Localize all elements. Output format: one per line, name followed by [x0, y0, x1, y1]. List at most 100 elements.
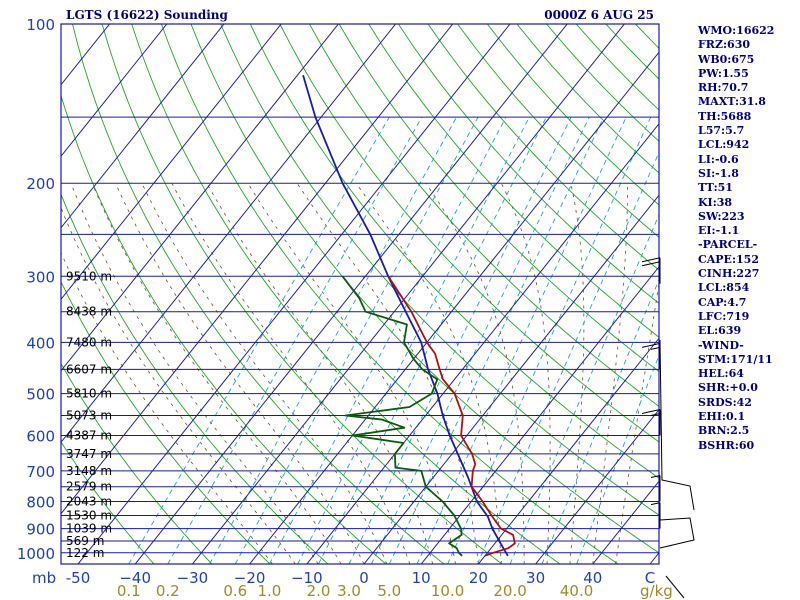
mixing-ratio-line [297, 116, 530, 564]
dry-adiabat [309, 24, 659, 407]
isotherm [61, 24, 168, 158]
height-label: 122 m [66, 546, 104, 560]
index-line: FRZ:630 [698, 38, 751, 52]
pressure-tick-label: 700 [26, 463, 55, 481]
index-line: CAPE:152 [698, 252, 759, 266]
hodograph-trace [665, 575, 685, 599]
moist-adiabat [355, 182, 502, 564]
temperature-tick-label: -50 [66, 569, 91, 587]
mixing-ratio-line [167, 116, 423, 564]
isotherm [61, 24, 454, 515]
isotherm [77, 24, 511, 564]
index-line: KI:38 [698, 195, 733, 209]
height-label: 2043 m [66, 495, 112, 509]
mixing-ratio-label: 3.0 [337, 582, 361, 600]
wind-barb-half-feather [650, 475, 661, 478]
temperature-tick-label: 40 [583, 569, 602, 587]
height-label: 569 m [66, 534, 104, 548]
hodograph-trace [659, 339, 695, 511]
moist-adiabat [91, 183, 342, 564]
temperature-tick-label: 10 [412, 569, 431, 587]
parcel-trace [302, 74, 509, 557]
mixing-ratio-label: 0.1 [117, 582, 141, 600]
index-line: SW:223 [698, 209, 745, 223]
mixing-ratio-label: 5.0 [377, 582, 401, 600]
dry-adiabat [131, 24, 561, 564]
temperature-tick-label: −10 [291, 569, 323, 587]
dry-adiabat [61, 441, 155, 564]
plot-frame [60, 23, 660, 565]
pressure-tick-label: 300 [26, 268, 55, 286]
temperature-tick-label: 30 [526, 569, 545, 587]
mixing-ratio-unit: g/kg [640, 582, 673, 600]
index-line: CAP:4.7 [698, 295, 747, 309]
index-line: LI:-0.6 [698, 152, 739, 166]
dewpoint-trace [341, 275, 463, 557]
isotherm [61, 24, 339, 372]
index-line: SI:-1.8 [698, 166, 739, 180]
chart-title: LGTS (16622) Sounding [66, 8, 229, 22]
isotherm [249, 51, 659, 564]
temperature-tick-label: −20 [234, 569, 266, 587]
index-line: RH:70.7 [698, 81, 749, 95]
mixing-ratio-line [209, 116, 457, 564]
pressure-tick-label: 200 [26, 175, 55, 193]
temperature-tick-label: −40 [119, 569, 151, 587]
mixing-ratio-line [318, 116, 547, 564]
moist-adiabat [171, 183, 411, 564]
dry-adiabat [61, 280, 271, 564]
wind-barb [641, 257, 661, 284]
height-label: 5810 m [66, 387, 112, 401]
hodograph-frame [659, 339, 695, 599]
mixing-ratio-label: 2.0 [307, 582, 331, 600]
mixing-ratio-label: 40.0 [560, 582, 593, 600]
index-line: STM:171/11 [698, 352, 773, 366]
moist-adiabat [61, 206, 296, 564]
mixing-ratio-line [447, 116, 652, 564]
indices-panel: WMO:16622 FRZ:630 WB0:675 PW:1.55 RH:70.7 MAX… [698, 24, 798, 453]
isotherm [535, 408, 659, 564]
index-line: BRN:2.5 [698, 424, 750, 438]
isotherm [363, 194, 659, 564]
height-label: 4387 m [66, 429, 112, 443]
moist-adiabat [206, 183, 433, 564]
index-line: EHI:0.1 [698, 410, 746, 424]
dry-adiabat [61, 362, 213, 564]
hodograph-trace [659, 517, 695, 549]
index-line: WB0:675 [698, 52, 755, 66]
dry-adiabat [398, 24, 659, 304]
pressure-tick-label: 1000 [17, 545, 55, 563]
mixing-ratio-label: 20.0 [493, 582, 526, 600]
height-label: 7480 m [66, 335, 112, 349]
mixing-ratio-line [416, 116, 627, 564]
mixing-ratio-line [476, 151, 659, 564]
height-label: 8438 m [66, 305, 112, 319]
wind-barb [641, 409, 661, 436]
dry-adiabat [279, 24, 659, 443]
index-line: -PARCEL- [698, 238, 758, 252]
moist-adiabat [61, 251, 273, 564]
isotherm [192, 24, 625, 564]
index-line: SHR:+0.0 [698, 381, 758, 395]
height-label: 1039 m [66, 522, 112, 536]
height-label: 6607 m [66, 362, 112, 376]
index-line: BSHR:60 [698, 438, 755, 452]
isotherm [306, 122, 659, 564]
isotherm [420, 265, 659, 564]
dry-adiabat [101, 24, 503, 564]
index-line: TT:51 [698, 181, 733, 195]
wind-barb-feather [641, 257, 661, 263]
dry-adiabat [72, 24, 445, 564]
wind-barb [650, 475, 661, 502]
index-line: LCL:942 [698, 138, 750, 152]
index-line: EI:-1.1 [698, 224, 740, 238]
isotherm [134, 24, 568, 564]
mixing-ratio-label: 0.6 [223, 582, 247, 600]
dry-adiabat [190, 24, 659, 554]
moist-adiabat [70, 183, 319, 564]
mixing-ratio-line [370, 116, 590, 564]
temperature-trace [387, 275, 516, 557]
temperature-tick-label: 20 [469, 569, 488, 587]
pressure-tick-label: 500 [26, 386, 55, 404]
